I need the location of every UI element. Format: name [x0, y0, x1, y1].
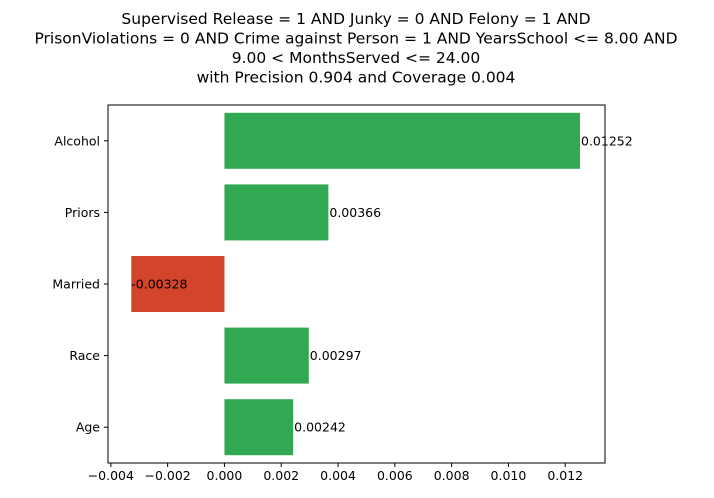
x-tick-label-1: −0.002	[145, 468, 191, 483]
y-tick-label-race: Race	[69, 348, 100, 363]
x-tick-label-7: 0.010	[491, 468, 527, 483]
y-tick-label-alcohol: Alcohol	[54, 133, 100, 148]
title-line-1: PrisonViolations = 0 AND Crime against P…	[34, 30, 677, 48]
bar-age	[224, 399, 294, 456]
data-label-race: 0.00297	[310, 348, 362, 363]
chart-title: Supervised Release = 1 AND Junky = 0 AND…	[34, 10, 677, 87]
x-tick-label-6: 0.008	[434, 468, 470, 483]
data-label-age: 0.00242	[294, 420, 346, 435]
y-tick-label-priors: Priors	[65, 205, 100, 220]
x-tick-label-4: 0.004	[320, 468, 356, 483]
y-tick-label-married: Married	[52, 277, 100, 292]
title-line-3: with Precision 0.904 and Coverage 0.004	[197, 69, 516, 87]
data-label-alcohol: 0.01252	[581, 133, 633, 148]
data-label-married: -0.00328	[131, 277, 187, 292]
bar-race	[224, 327, 309, 384]
y-tick-label-age: Age	[76, 420, 100, 435]
x-tick-label-5: 0.006	[377, 468, 413, 483]
y-axis: Alcohol Priors Married Race Age	[52, 133, 108, 435]
x-tick-label-8: 0.012	[547, 468, 583, 483]
x-tick-label-2: 0.000	[207, 468, 243, 483]
title-line-2: 9.00 < MonthsServed <= 24.00	[232, 49, 481, 67]
bar-alcohol	[224, 112, 581, 169]
x-tick-label-3: 0.002	[263, 468, 299, 483]
x-axis: −0.004 −0.002 0.000 0.002 0.004 0.006 0.008 0.0…	[88, 463, 583, 483]
x-tick-label-0: −0.004	[88, 468, 134, 483]
bars: 0.01252 0.00366 -0.00328 0.00297 0.00242	[131, 112, 633, 456]
bar-married	[131, 256, 225, 312]
bar-priors	[224, 184, 329, 241]
data-label-priors: 0.00366	[329, 205, 381, 220]
title-line-0: Supervised Release = 1 AND Junky = 0 AND…	[121, 10, 590, 28]
